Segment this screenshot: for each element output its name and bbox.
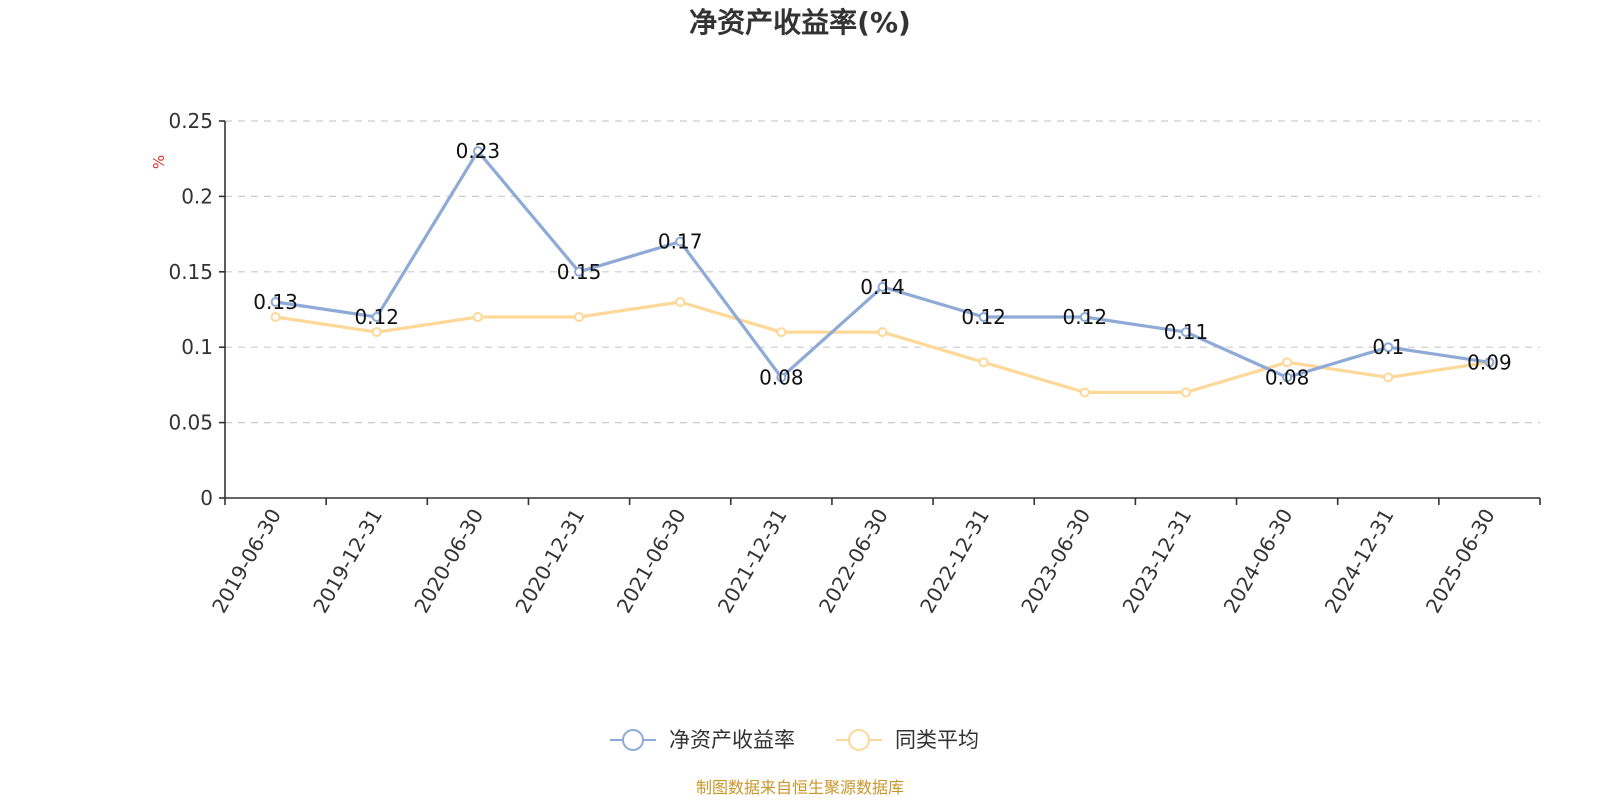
y-tick-label: 0 bbox=[200, 486, 213, 510]
data-point[interactable] bbox=[270, 312, 281, 323]
data-point[interactable] bbox=[1484, 357, 1495, 368]
data-labels: 0.13 0.12 0.23 0.15 0.17 0.08 0.14 0.12 0.12 0.11… bbox=[253, 139, 1511, 389]
y-tick-label: 0.15 bbox=[168, 260, 213, 284]
data-point[interactable] bbox=[1180, 387, 1191, 398]
data-point[interactable] bbox=[1079, 312, 1090, 323]
y-tick-label: 0.25 bbox=[168, 109, 213, 133]
x-tick-label: 2023-12-31 bbox=[1117, 505, 1196, 618]
x-tick-label: 2019-12-31 bbox=[308, 505, 387, 618]
data-label: 0.15 bbox=[557, 260, 602, 284]
data-point[interactable] bbox=[877, 281, 888, 292]
data-label: 0.13 bbox=[253, 290, 298, 314]
x-tick-label: 2020-12-31 bbox=[510, 505, 589, 618]
data-label: 0.23 bbox=[456, 139, 501, 163]
data-point[interactable] bbox=[1180, 327, 1191, 338]
series bbox=[270, 146, 1495, 398]
x-tick-label: 2019-06-30 bbox=[207, 505, 286, 618]
data-label: 0.12 bbox=[1063, 305, 1108, 329]
data-label: 0.1 bbox=[1372, 335, 1404, 359]
data-point[interactable] bbox=[1383, 372, 1394, 383]
data-label: 0.17 bbox=[658, 230, 703, 254]
x-tick-label: 2021-06-30 bbox=[612, 505, 691, 618]
legend-label: 同类平均 bbox=[895, 728, 979, 752]
data-point[interactable] bbox=[1282, 372, 1293, 383]
chart-title: 净资产收益率(%) bbox=[689, 6, 911, 39]
legend-marker-circle bbox=[848, 729, 870, 751]
x-tick-label: 2022-12-31 bbox=[915, 504, 994, 617]
x-tick-label: 2024-06-30 bbox=[1219, 505, 1298, 618]
x-tick-label: 2021-12-31 bbox=[713, 505, 792, 618]
data-label: 0.08 bbox=[1265, 365, 1310, 389]
data-label: 0.11 bbox=[1164, 320, 1209, 344]
series-line-0 bbox=[275, 149, 1490, 379]
data-point[interactable] bbox=[270, 296, 281, 307]
data-source-note: 制图数据来自恒生聚源数据库 bbox=[696, 778, 904, 797]
data-point[interactable] bbox=[1383, 342, 1394, 353]
y-axis-unit: % bbox=[150, 155, 168, 169]
data-point[interactable] bbox=[877, 327, 888, 338]
data-point[interactable] bbox=[776, 372, 787, 383]
y-tick-label: 0.2 bbox=[181, 184, 213, 208]
data-label: 0.08 bbox=[759, 365, 804, 389]
data-point[interactable] bbox=[574, 312, 585, 323]
y-tick-label: 0.05 bbox=[168, 411, 213, 435]
grid bbox=[225, 120, 1540, 424]
x-tick-label: 2020-06-30 bbox=[409, 505, 488, 618]
data-point[interactable] bbox=[472, 312, 483, 323]
x-tick-label: 2023-06-30 bbox=[1016, 505, 1095, 618]
data-point[interactable] bbox=[978, 312, 989, 323]
legend-marker-circle bbox=[622, 729, 644, 751]
x-tick-label: 2025-06-30 bbox=[1421, 505, 1500, 618]
data-point[interactable] bbox=[776, 327, 787, 338]
data-point[interactable] bbox=[1282, 357, 1293, 368]
x-tick-label: 2024-12-31 bbox=[1320, 505, 1399, 618]
data-point[interactable] bbox=[675, 296, 686, 307]
data-point[interactable] bbox=[675, 236, 686, 247]
legend-item-roe[interactable]: 净资产收益率 bbox=[610, 728, 795, 752]
data-point[interactable] bbox=[978, 357, 989, 368]
data-label: 0.09 bbox=[1467, 350, 1512, 374]
data-point[interactable] bbox=[371, 312, 382, 323]
x-tick-label: 2022-06-30 bbox=[814, 505, 893, 618]
legend: 净资产收益率 同类平均 bbox=[610, 728, 979, 752]
data-point[interactable] bbox=[574, 266, 585, 277]
data-point[interactable] bbox=[1079, 387, 1090, 398]
data-label: 0.14 bbox=[860, 275, 905, 299]
data-label: 0.12 bbox=[354, 305, 399, 329]
data-label: 0.12 bbox=[961, 305, 1006, 329]
legend-item-peer-average[interactable]: 同类平均 bbox=[836, 728, 979, 752]
data-point[interactable] bbox=[371, 327, 382, 338]
y-tick-label: 0.1 bbox=[181, 335, 213, 359]
data-point[interactable] bbox=[472, 146, 483, 157]
legend-label: 净资产收益率 bbox=[669, 728, 795, 752]
